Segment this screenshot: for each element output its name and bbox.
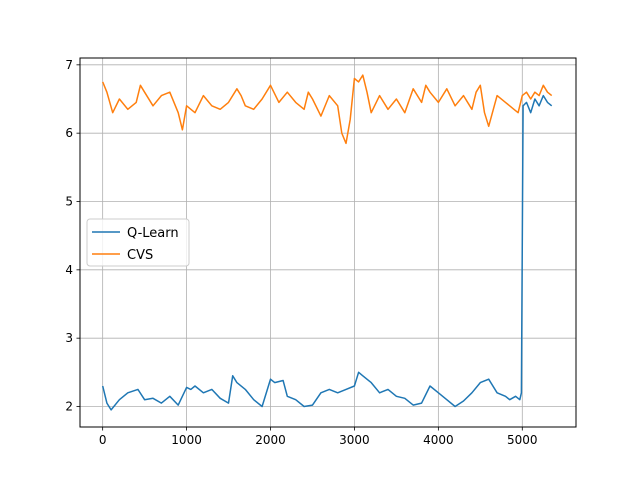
series-line-cvs xyxy=(102,74,553,145)
legend-label-cvs: CVS xyxy=(127,248,153,263)
legend: Q-Learn CVS xyxy=(86,218,190,267)
y-tick-label: 5 xyxy=(65,195,73,209)
series-line-q-learn xyxy=(101,94,553,411)
x-tick-label: 2000 xyxy=(255,433,286,447)
axis-ticks: 0 1000 2000 3000 4000 5000 2 3 4 5 6 7 xyxy=(65,58,537,447)
x-tick-label: 5000 xyxy=(507,433,538,447)
series-lines xyxy=(101,74,553,411)
x-tick-label: 3000 xyxy=(339,433,370,447)
y-tick-label: 6 xyxy=(65,126,73,140)
plot-frame xyxy=(79,57,577,428)
x-tick-label: 1000 xyxy=(171,433,202,447)
legend-label-q-learn: Q-Learn xyxy=(127,226,179,241)
y-tick-label: 4 xyxy=(65,263,73,277)
x-tick-label: 0 xyxy=(99,433,107,447)
x-tick-label: 4000 xyxy=(423,433,454,447)
y-tick-label: 7 xyxy=(65,58,73,72)
y-tick-label: 3 xyxy=(65,331,73,345)
y-tick-label: 2 xyxy=(65,400,73,414)
